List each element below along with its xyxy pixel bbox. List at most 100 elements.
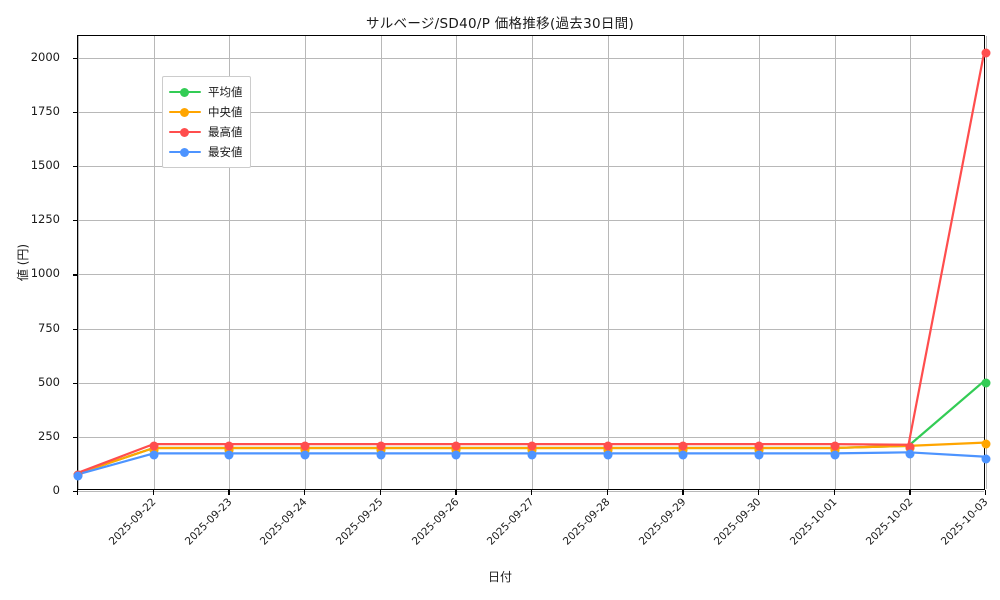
y-tick-label: 0 [52,483,60,497]
data-point-marker [527,450,537,460]
y-tick-mark [73,274,78,276]
data-point-marker [603,441,613,451]
gridline-vertical [456,36,458,489]
legend-label: 最高値 [208,125,243,139]
x-tick-label: 2025-09-23 [182,496,235,548]
data-point-marker [981,48,991,58]
x-tick-mark [985,490,987,495]
plot-area: 平均値中央値最高値最安値 [73,35,991,493]
gridline-horizontal [78,328,984,330]
gridline-horizontal [78,436,984,438]
y-tick-mark [73,328,78,330]
x-tick-mark [455,490,457,495]
gridline-horizontal [78,220,984,222]
legend-item[interactable]: 中央値 [169,102,243,122]
y-tick-label: 2000 [30,49,60,64]
y-tick-mark [73,166,78,168]
gridline-vertical [759,36,760,489]
y-tick-mark [73,382,78,384]
data-point-marker [981,378,991,388]
data-point-marker [451,450,461,460]
legend-label: 中央値 [208,105,243,119]
y-tick-mark [73,436,78,439]
legend-item[interactable]: 最高値 [169,122,243,142]
gridline-vertical [78,36,79,489]
legend-item[interactable]: 最安値 [169,142,243,162]
data-point-marker [830,441,840,451]
x-tick-label: 2025-10-03 [939,496,991,548]
y-tick-mark [73,491,78,493]
gridline-vertical [910,36,912,489]
y-tick-label: 750 [38,320,60,335]
x-tick-mark [909,490,911,495]
y-tick-label: 1500 [30,158,60,172]
data-point-marker [905,449,915,459]
x-tick-mark [304,490,306,495]
gridline-vertical [986,36,987,489]
data-series-layer [73,36,991,489]
chart-legend: 平均値中央値最高値最安値 [162,76,251,168]
legend-swatch-icon [169,125,201,139]
x-tick-mark [379,490,381,495]
gridline-vertical [229,36,231,489]
data-point-marker [527,441,537,451]
x-tick-mark [682,490,684,495]
legend-label: 平均値 [208,85,243,99]
data-point-marker [224,441,234,451]
data-point-marker [603,450,613,460]
x-tick-label: 2025-09-27 [485,496,537,548]
gridline-horizontal [78,57,984,59]
y-tick-mark [73,220,78,222]
y-tick-mark [73,57,78,59]
gridline-vertical [153,36,155,489]
gridline-vertical [380,36,382,489]
y-tick-label: 250 [38,428,60,443]
y-tick-label: 1000 [30,266,60,281]
data-point-marker [981,454,991,463]
data-point-marker [73,471,83,481]
chart-title: サルベージ/SD40/P 価格推移(過去30日間) [365,16,635,32]
gridline-vertical [532,36,533,489]
gridline-vertical [607,36,609,489]
data-point-marker [981,439,991,449]
legend-swatch-icon [169,145,201,159]
data-point-marker [905,442,915,452]
data-point-marker [754,450,764,460]
x-tick-label: 2025-09-24 [258,496,310,548]
x-tick-label: 2025-09-25 [333,496,386,548]
data-point-marker [149,441,159,451]
legend-item[interactable]: 平均値 [169,82,243,102]
legend-swatch-icon [169,85,201,99]
x-axis-ticks [77,490,987,496]
x-tick-label: 2025-09-22 [106,496,159,548]
x-tick-mark [606,490,608,495]
x-tick-label: 2025-09-29 [636,496,689,548]
data-point-marker [376,450,386,460]
x-tick-label: 2025-10-01 [787,496,840,548]
y-tick-label: 500 [38,374,60,389]
y-tick-label: 1250 [30,212,60,227]
data-point-marker [376,441,386,451]
x-tick-label: 2025-10-02 [863,496,916,548]
x-axis-tick-labels: 2025-09-22 2025-09-23 2025-09-24 2025-09-25… [77,496,991,566]
data-point-marker [149,450,159,460]
gridline-vertical [305,36,306,489]
data-point-marker [678,441,688,451]
x-tick-mark [228,490,230,495]
x-tick-label: 2025-09-28 [560,496,613,548]
x-tick-label: 2025-09-26 [409,496,462,548]
data-point-marker [830,450,840,460]
x-axis-title: 日付 [487,570,512,584]
x-tick-mark [531,490,533,495]
data-point-marker [678,450,688,460]
data-point-marker [300,450,310,460]
gridline-horizontal [78,111,984,113]
gridline-vertical [834,36,836,489]
gridline-horizontal [78,274,984,276]
legend-swatch-icon [169,105,201,119]
x-tick-label: 2025-09-30 [712,496,764,548]
gridline-horizontal [78,166,984,167]
x-tick-mark [833,490,835,495]
x-tick-mark [77,490,79,495]
